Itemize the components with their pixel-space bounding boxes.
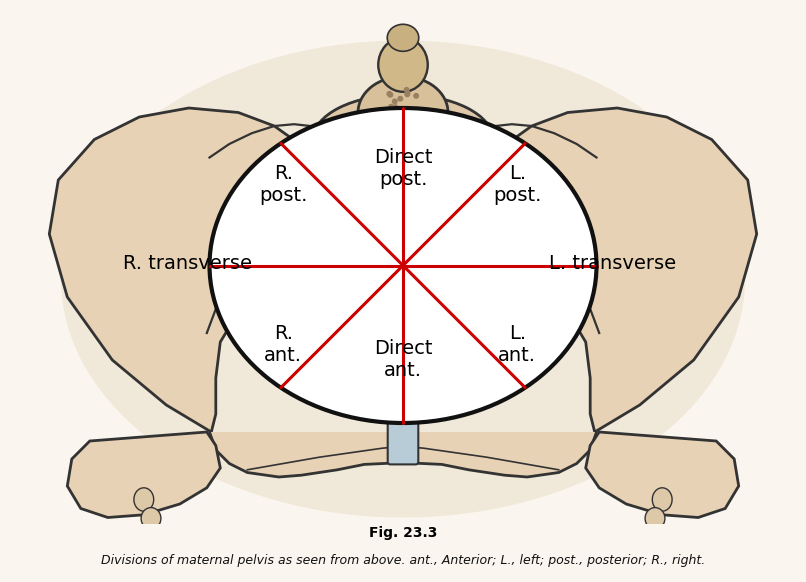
Text: Direct
post.: Direct post.: [374, 148, 432, 189]
Ellipse shape: [141, 508, 161, 529]
Circle shape: [405, 91, 409, 95]
Circle shape: [410, 108, 414, 112]
Text: Divisions of maternal pelvis as seen from above. ant., Anterior; L., left; post.: Divisions of maternal pelvis as seen fro…: [101, 555, 705, 567]
Polygon shape: [49, 108, 328, 432]
Polygon shape: [586, 432, 739, 517]
Text: R.
post.: R. post.: [259, 164, 307, 205]
Ellipse shape: [645, 508, 665, 529]
Ellipse shape: [652, 488, 672, 511]
Text: Fig. 23.3: Fig. 23.3: [369, 526, 437, 540]
Circle shape: [414, 94, 418, 98]
Ellipse shape: [148, 526, 168, 545]
Ellipse shape: [210, 108, 596, 423]
Circle shape: [387, 91, 392, 96]
Ellipse shape: [61, 41, 745, 517]
Ellipse shape: [134, 488, 154, 511]
Circle shape: [382, 121, 386, 125]
Text: R.
ant.: R. ant.: [264, 324, 302, 365]
Polygon shape: [67, 432, 220, 517]
Ellipse shape: [378, 38, 428, 92]
Circle shape: [393, 105, 397, 109]
Circle shape: [419, 115, 424, 119]
Circle shape: [405, 88, 409, 92]
Text: L.
post.: L. post.: [493, 164, 542, 205]
Text: L. transverse: L. transverse: [549, 254, 676, 273]
Circle shape: [388, 104, 393, 109]
Polygon shape: [478, 108, 757, 432]
Ellipse shape: [638, 526, 658, 545]
Circle shape: [384, 120, 388, 125]
Ellipse shape: [313, 94, 493, 184]
Circle shape: [396, 120, 401, 125]
Ellipse shape: [387, 24, 419, 51]
Circle shape: [405, 111, 409, 116]
Ellipse shape: [358, 76, 448, 148]
Circle shape: [388, 93, 393, 97]
Text: R. transverse: R. transverse: [123, 254, 251, 273]
Text: L.
ant.: L. ant.: [498, 324, 536, 365]
Circle shape: [383, 117, 388, 122]
Polygon shape: [210, 432, 596, 477]
FancyBboxPatch shape: [388, 418, 418, 464]
Circle shape: [405, 92, 409, 97]
Circle shape: [399, 114, 404, 119]
Circle shape: [393, 99, 397, 104]
Circle shape: [398, 97, 402, 101]
Text: Direct
ant.: Direct ant.: [374, 339, 432, 381]
